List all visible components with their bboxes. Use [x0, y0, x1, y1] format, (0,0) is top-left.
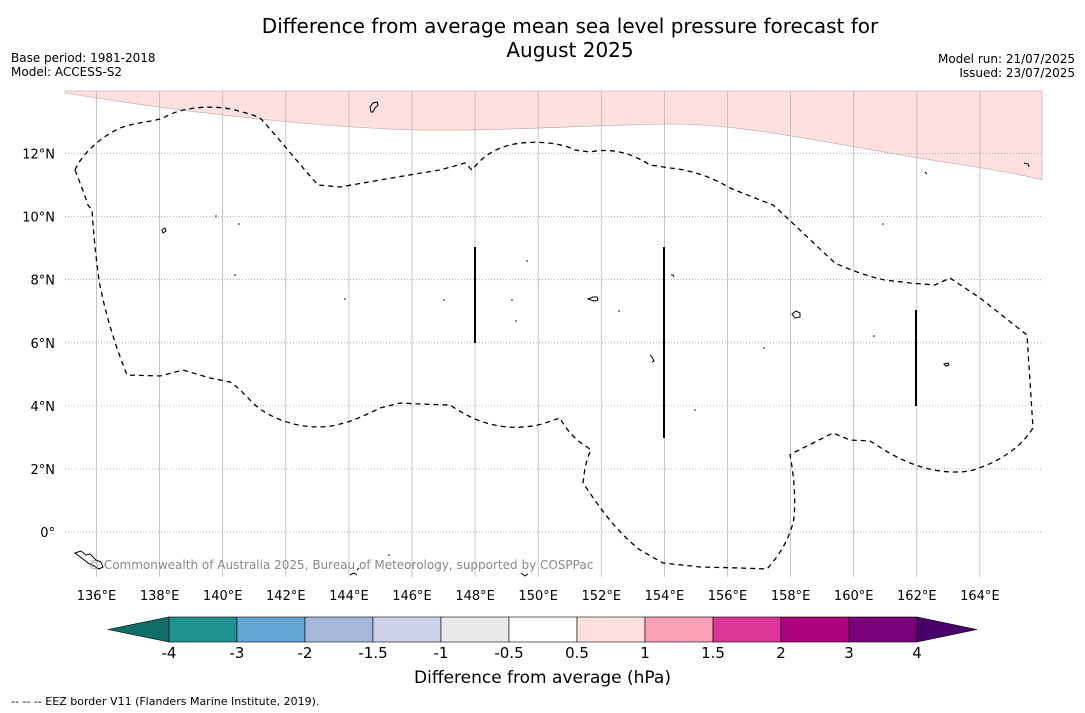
- colorbar-segment: [848, 616, 918, 643]
- lon-tick-label: 162°E: [897, 589, 937, 604]
- map-background: [65, 91, 1042, 577]
- title-line-1: Difference from average mean sea level p…: [261, 14, 879, 38]
- lon-tick-label: 140°E: [203, 589, 243, 604]
- eez-border: [74, 106, 1034, 570]
- longitude-labels: 136°E 138°E 140°E 142°E 144°E 146°E 148°E 150°E…: [77, 589, 1000, 604]
- chart-title: Difference from average mean sea level p…: [0, 14, 1085, 62]
- colorbar: -4 -3 -2 -1.5 -1 -0.5 0.5 1 1.5 2 3 4: [107, 616, 978, 662]
- colorbar-tick-label: -3: [230, 644, 245, 662]
- colorbar-segment: [576, 616, 646, 643]
- lon-tick-label: 164°E: [960, 589, 1000, 604]
- model-run: Model run: 21/07/2025: [937, 52, 1075, 66]
- colorbar-tick-label: -1.5: [358, 644, 387, 662]
- boundary-lines: [474, 247, 917, 438]
- colorbar-high-extension: [916, 616, 978, 643]
- lon-tick-label: 142°E: [266, 589, 306, 604]
- copyright-notice: © Commonwealth of Australia 2025, Bureau…: [88, 558, 594, 572]
- colorbar-segment: [304, 616, 374, 643]
- lat-tick-label: 10°N: [22, 211, 55, 226]
- model-name: Model: ACCESS-S2: [11, 65, 123, 79]
- colorbar-segment: [644, 616, 714, 643]
- base-period: Base period: 1981-2018: [11, 51, 156, 65]
- colorbar-title: Difference from average (hPa): [414, 668, 671, 688]
- colorbar-low-extension: [107, 616, 170, 643]
- lat-tick-label: 12°N: [22, 148, 55, 163]
- colorbar-tick-label: -2: [298, 644, 313, 662]
- title-line-2: August 2025: [506, 38, 634, 62]
- lon-tick-label: 136°E: [77, 589, 117, 604]
- lon-tick-label: 156°E: [708, 589, 748, 604]
- lat-tick-label: 4°N: [31, 400, 56, 415]
- colorbar-segment: [372, 616, 442, 643]
- meta-right: Model run: 21/07/2025 Issued: 23/07/2025: [938, 52, 1075, 80]
- gridlines: [65, 91, 1042, 577]
- colorbar-tick-label: 0.5: [565, 644, 589, 662]
- issued-date: Issued: 23/07/2025: [959, 66, 1075, 80]
- colorbar-tick-label: 3: [844, 644, 854, 662]
- island-outlines: [73, 101, 1030, 577]
- lon-tick-label: 160°E: [834, 589, 874, 604]
- lon-tick-label: 148°E: [455, 589, 495, 604]
- lat-tick-label: 2°N: [31, 463, 56, 478]
- lon-tick-label: 144°E: [329, 589, 369, 604]
- colorbar-tick-label: -4: [162, 644, 177, 662]
- colorbar-segment: [168, 616, 238, 643]
- anomaly-shading-region: [64, 90, 1043, 181]
- colorbar-tick-label: 4: [912, 644, 922, 662]
- colorbar-tick-label: 2: [776, 644, 786, 662]
- island-dots: [215, 215, 884, 556]
- lat-tick-label: 0°: [40, 526, 55, 541]
- colorbar-segment: [440, 616, 510, 643]
- lat-tick-label: 6°N: [31, 337, 56, 352]
- lon-tick-label: 158°E: [771, 589, 811, 604]
- colorbar-segment: [712, 616, 782, 643]
- meta-left: Base period: 1981-2018 Model: ACCESS-S2: [11, 51, 156, 79]
- colorbar-segment: [508, 616, 578, 643]
- lon-tick-label: 146°E: [392, 589, 432, 604]
- lon-tick-label: 138°E: [140, 589, 180, 604]
- colorbar-tick-label: -1: [434, 644, 449, 662]
- lon-tick-label: 154°E: [645, 589, 685, 604]
- latitude-labels: 12°N 10°N 8°N 6°N 4°N 2°N 0°: [22, 148, 55, 542]
- colorbar-tick-label: -0.5: [494, 644, 523, 662]
- lat-tick-label: 8°N: [31, 274, 56, 289]
- colorbar-tick-label: 1: [640, 644, 650, 662]
- footnote: -- -- -- EEZ border V11 (Flanders Marine…: [11, 695, 320, 708]
- lon-tick-label: 150°E: [518, 589, 558, 604]
- colorbar-segment: [236, 616, 306, 643]
- colorbar-tick-label: 1.5: [701, 644, 725, 662]
- colorbar-segment: [780, 616, 850, 643]
- lon-tick-label: 152°E: [582, 589, 622, 604]
